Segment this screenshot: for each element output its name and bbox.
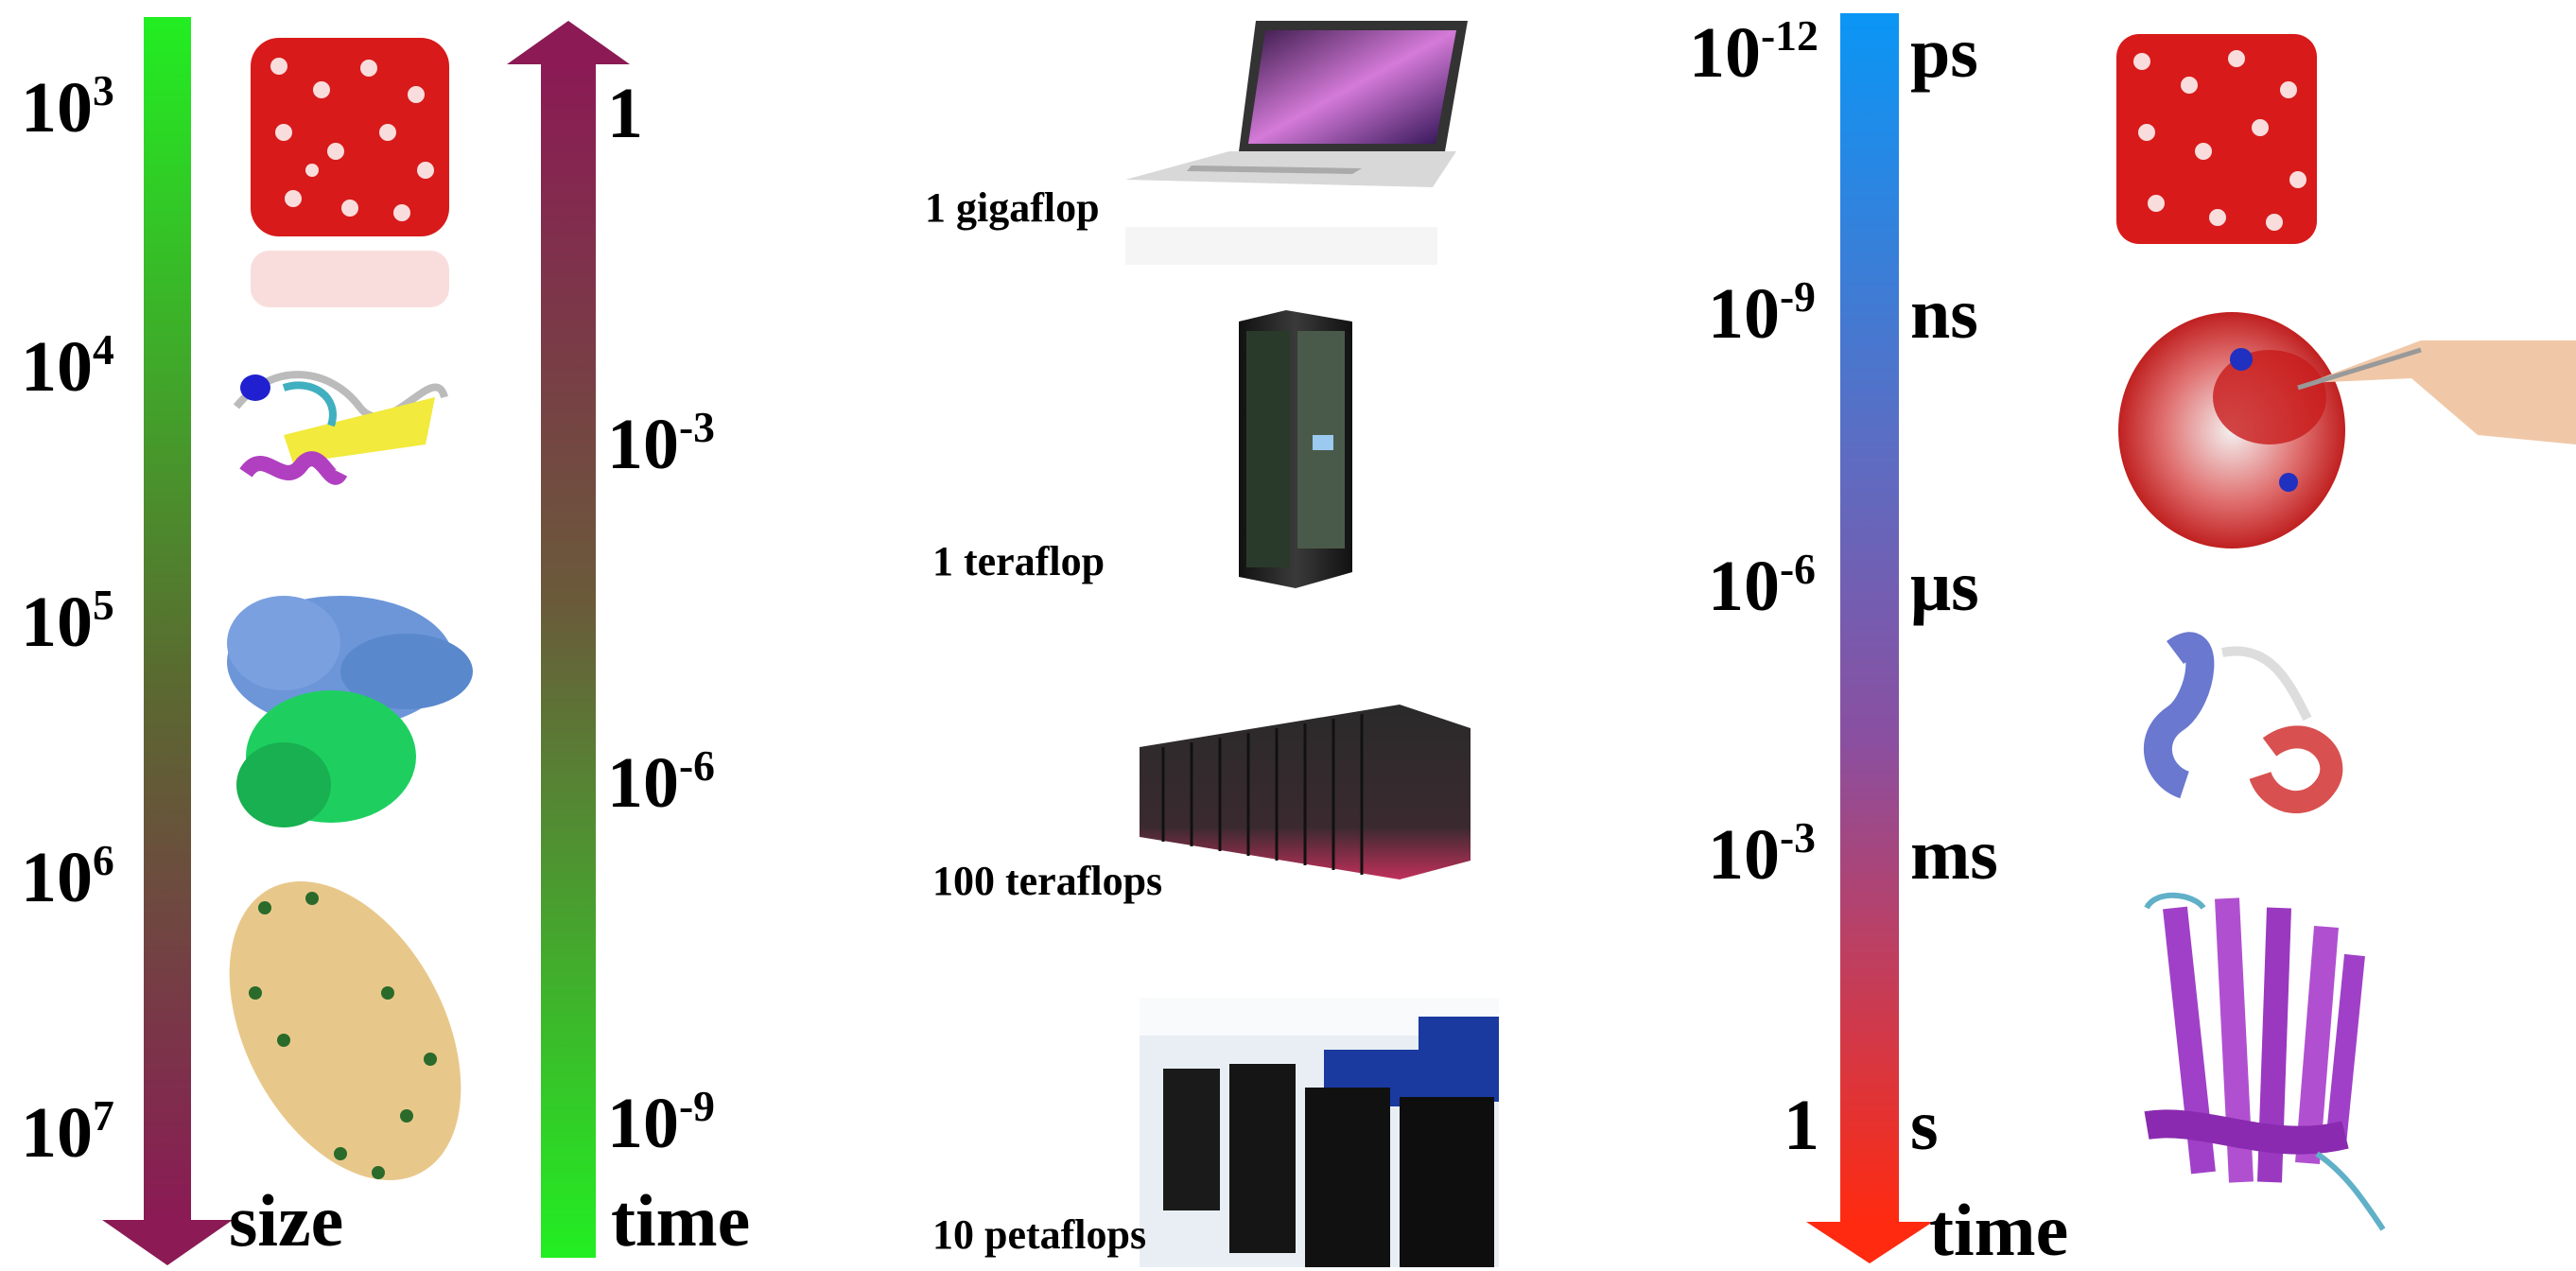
time-right-unit-4: ms bbox=[1910, 815, 1998, 895]
computer-label-2: 1 teraflop bbox=[932, 538, 1105, 584]
size-arrow bbox=[102, 17, 233, 1265]
time-left-tick-4: 10-9 bbox=[607, 1081, 715, 1163]
server-rack-icon bbox=[1239, 310, 1352, 588]
time-right-unit-2: ns bbox=[1910, 274, 1978, 354]
protein-surface-with-hand-icon bbox=[2118, 312, 2576, 548]
ribosome-icon bbox=[227, 596, 473, 827]
size-tick-1: 103 bbox=[21, 65, 114, 148]
protein-ribbon-icon bbox=[233, 371, 448, 485]
time-right-tick-5: 1 bbox=[1784, 1086, 1819, 1165]
time-left-tick-2: 10-3 bbox=[607, 402, 715, 484]
time-left-tick-3: 10-6 bbox=[607, 740, 715, 823]
size-tick-5: 107 bbox=[21, 1090, 114, 1173]
water-box-icon bbox=[251, 38, 449, 307]
time-right-axis-label: time bbox=[1929, 1189, 2069, 1271]
time-right-unit-5: s bbox=[1910, 1086, 1939, 1165]
laptop-icon bbox=[1125, 21, 1468, 265]
supercomputer-room-icon bbox=[1140, 998, 1499, 1267]
time-right-tick-4: 10-3 bbox=[1708, 812, 1816, 895]
size-tick-2: 104 bbox=[21, 324, 114, 407]
time-arrow-right bbox=[1806, 13, 1933, 1263]
cluster-icon bbox=[1140, 705, 1471, 879]
time-right-unit-1: ps bbox=[1910, 13, 1978, 93]
water-box-icon-right bbox=[2116, 34, 2317, 244]
size-tick-3: 105 bbox=[21, 580, 114, 662]
time-left-axis-label: time bbox=[611, 1179, 751, 1262]
computer-label-4: 10 petaflops bbox=[932, 1211, 1147, 1258]
computer-label-3: 100 teraflops bbox=[932, 858, 1163, 904]
time-right-tick-3: 10-6 bbox=[1708, 544, 1816, 626]
computer-label-1: 1 gigaflop bbox=[925, 184, 1100, 231]
time-left-tick-1: 1 bbox=[607, 74, 643, 153]
size-tick-4: 106 bbox=[21, 835, 114, 917]
membrane-protein-icon bbox=[2144, 892, 2386, 1231]
time-right-tick-1: 10-12 bbox=[1689, 10, 1819, 93]
size-axis-label: size bbox=[229, 1179, 344, 1262]
time-right-unit-3: μs bbox=[1910, 547, 1979, 626]
virus-capsid-icon bbox=[229, 881, 461, 1180]
time-arrow-left bbox=[507, 21, 630, 1258]
time-right-tick-2: 10-9 bbox=[1708, 271, 1816, 354]
helix-peptide-icon bbox=[2144, 632, 2343, 813]
